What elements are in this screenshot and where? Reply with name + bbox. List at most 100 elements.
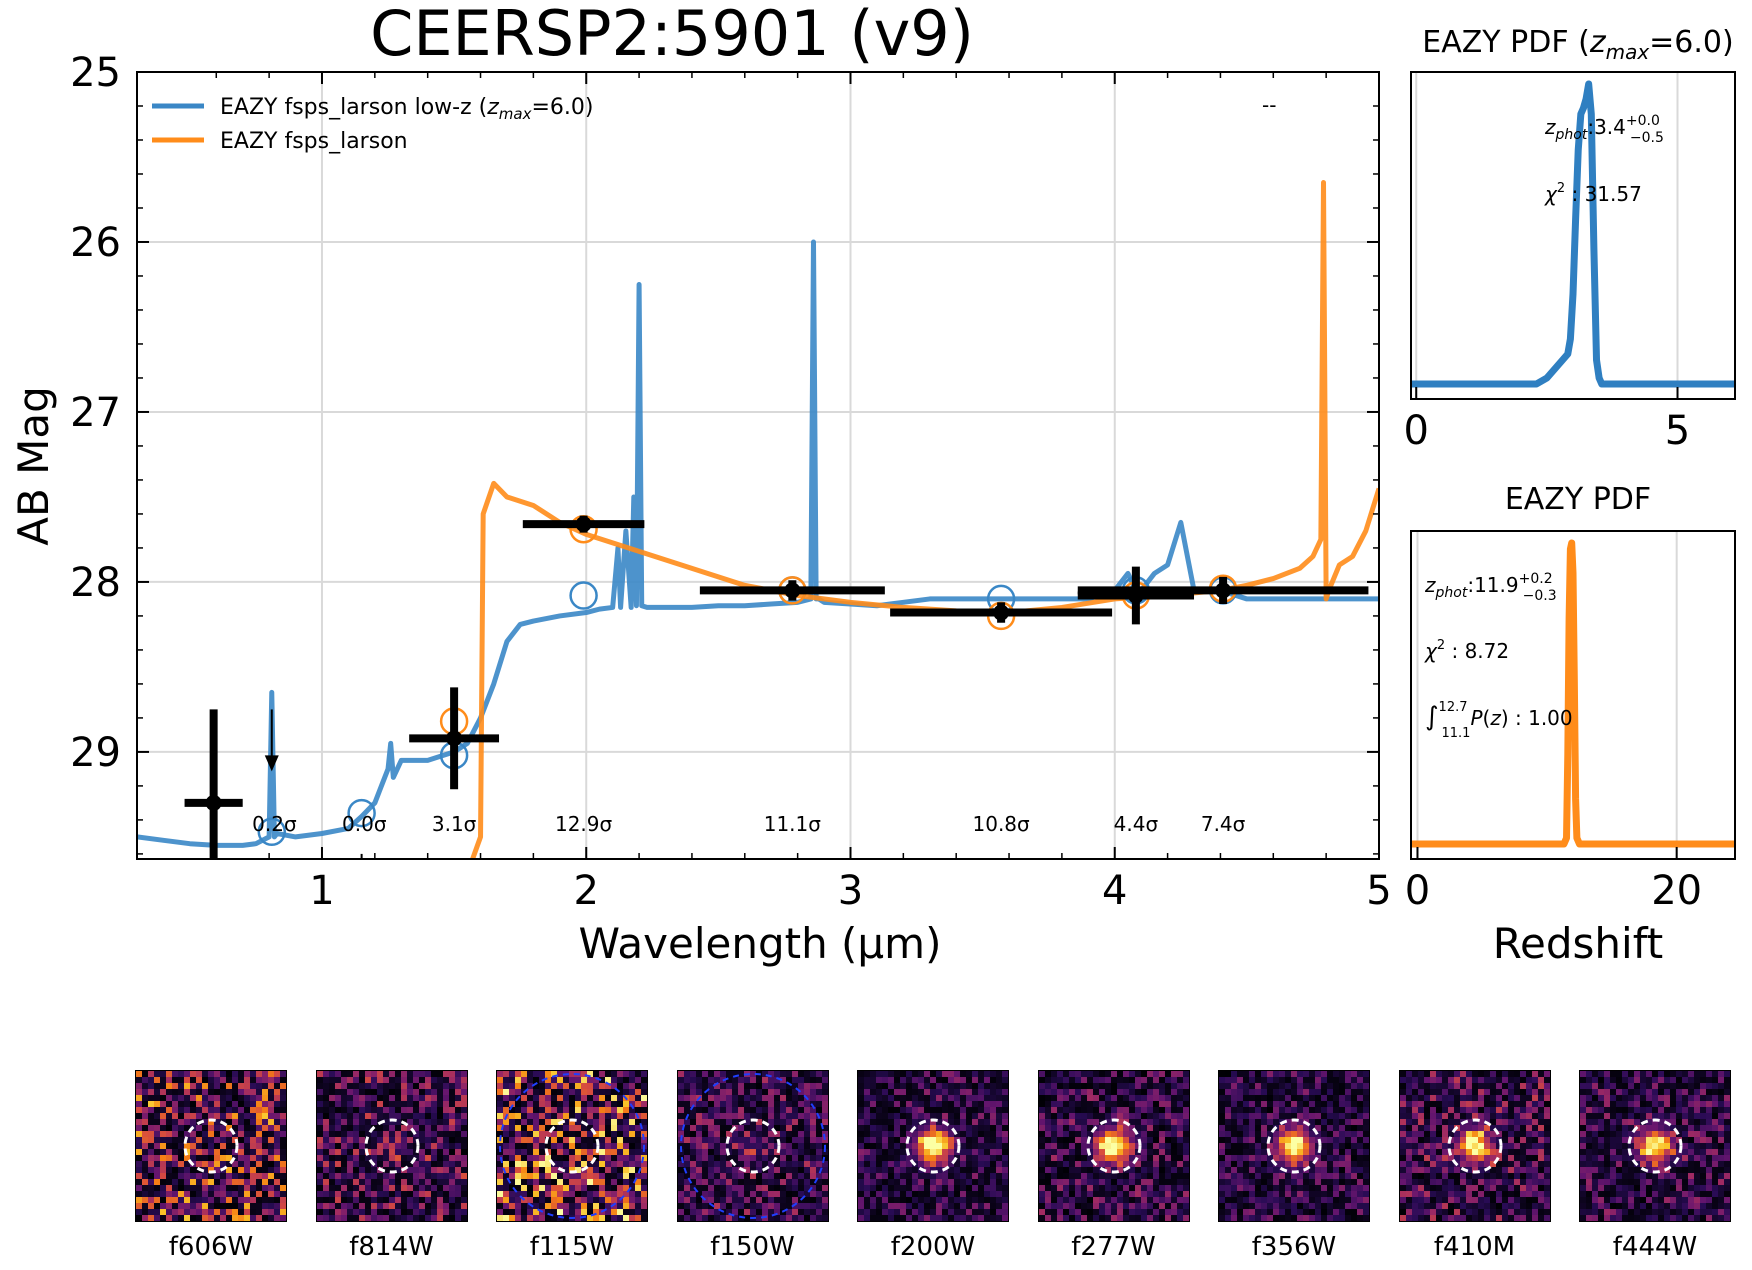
cutout-pixel xyxy=(214,1197,221,1204)
cutout-pixel xyxy=(545,1185,552,1192)
cutout-pixel xyxy=(815,1173,822,1180)
cutout-pixel xyxy=(864,1203,871,1210)
cutout-pixel xyxy=(972,1149,979,1156)
cutout-pixel xyxy=(521,1113,528,1120)
cutout-pixel xyxy=(1152,1071,1159,1078)
cutout-pixel xyxy=(641,1095,647,1102)
cutout-pixel xyxy=(1531,1077,1538,1084)
cutout-pixel xyxy=(1357,1215,1364,1221)
cutout-pixel xyxy=(274,1179,281,1186)
cutout-pixel xyxy=(346,1173,353,1180)
cutout-pixel xyxy=(924,1083,931,1090)
cutout-pixel xyxy=(400,1203,407,1210)
cutout-pixel xyxy=(340,1167,347,1174)
cutout-pixel xyxy=(370,1101,377,1108)
cutout-pixel xyxy=(418,1203,425,1210)
cutout-pixel xyxy=(436,1203,443,1210)
cutout-pixel xyxy=(1261,1089,1268,1096)
cutout-pixel xyxy=(238,1077,245,1084)
cutout-pixel xyxy=(454,1215,461,1221)
cutout-pixel xyxy=(1519,1077,1526,1084)
cutout-pixel xyxy=(1237,1089,1244,1096)
cutout-pixel xyxy=(527,1101,534,1108)
cutout-pixel xyxy=(316,1167,323,1174)
cutout-pixel xyxy=(990,1161,997,1168)
cutout-pixel xyxy=(858,1101,865,1108)
cutout-pixel xyxy=(1399,1119,1406,1126)
cutout-pixel xyxy=(918,1113,925,1120)
cutout-pixel xyxy=(178,1089,185,1096)
cutout-pixel xyxy=(376,1089,383,1096)
cutout-pixel xyxy=(1459,1143,1466,1150)
cutout-pixel xyxy=(707,1203,714,1210)
cutout-pixel xyxy=(731,1173,738,1180)
cutout-pixel xyxy=(1411,1083,1418,1090)
cutout-pixel xyxy=(1122,1131,1129,1138)
cutout-pixel xyxy=(918,1179,925,1186)
cutout-pixel xyxy=(406,1185,413,1192)
cutout-pixel xyxy=(1459,1077,1466,1084)
cutout-pixel xyxy=(539,1173,546,1180)
cutout-pixel xyxy=(160,1191,167,1198)
cutout-pixel xyxy=(1249,1161,1256,1168)
cutout-pixel xyxy=(238,1113,245,1120)
cutout-pixel xyxy=(954,1095,961,1102)
cutout-pixel xyxy=(581,1071,588,1078)
cutout-pixel xyxy=(707,1131,714,1138)
cutout-pixel xyxy=(755,1155,762,1162)
cutout-pixel xyxy=(352,1125,359,1132)
cutout-pixel xyxy=(148,1119,155,1126)
cutout-pixel xyxy=(1225,1161,1232,1168)
cutout-pixel xyxy=(713,1095,720,1102)
cutout-pixel xyxy=(1050,1197,1057,1204)
cutout-pixel xyxy=(581,1197,588,1204)
cutout-stamp-f115W xyxy=(496,1070,648,1222)
cutout-pixel xyxy=(1501,1119,1508,1126)
cutout-pixel xyxy=(400,1131,407,1138)
cutout-pixel xyxy=(226,1131,233,1138)
cutout-pixel xyxy=(340,1155,347,1162)
cutout-pixel xyxy=(1543,1071,1550,1078)
cutout-pixel xyxy=(1489,1125,1496,1132)
cutout-pixel xyxy=(936,1083,943,1090)
cutout-aperture-outer xyxy=(679,1073,826,1219)
cutout-pixel xyxy=(1002,1071,1008,1078)
cutout-pixel xyxy=(557,1113,564,1120)
cutout-pixel xyxy=(136,1179,143,1186)
cutout-pixel xyxy=(545,1179,552,1186)
cutout-pixel xyxy=(184,1083,191,1090)
cutout-pixel xyxy=(551,1113,558,1120)
pdf-full-panel: EAZY PDF 0 20 Redshift zphot:11.9+0.2 −0.3… xyxy=(1405,482,1736,968)
cutout-pixel xyxy=(695,1209,702,1216)
cutout-pixel xyxy=(202,1215,209,1221)
cutout-pixel xyxy=(641,1119,647,1126)
cutout-pixel xyxy=(641,1107,647,1114)
cutout-pixel xyxy=(244,1161,251,1168)
cutout-pixel xyxy=(388,1089,395,1096)
cutout-pixel xyxy=(322,1101,329,1108)
cutout-pixel xyxy=(605,1167,612,1174)
cutout-pixel xyxy=(256,1203,263,1210)
cutout-pixel xyxy=(400,1191,407,1198)
cutout-pixel xyxy=(1345,1113,1352,1120)
cutout-pixel xyxy=(990,1137,997,1144)
cutout-pixel xyxy=(238,1161,245,1168)
cutout-pixel xyxy=(1315,1209,1322,1216)
cutout-pixel xyxy=(876,1089,883,1096)
cutout-pixel xyxy=(912,1113,919,1120)
cutout-pixel xyxy=(1134,1209,1141,1216)
cutout-pixel xyxy=(942,1101,949,1108)
cutout-pixel xyxy=(575,1095,582,1102)
pdf-lowz-zphot: zphot:3.4+0.0 −0.5 xyxy=(1544,113,1664,146)
cutout-pixel xyxy=(1411,1095,1418,1102)
cutout-pixel xyxy=(208,1161,215,1168)
cutout-pixel xyxy=(749,1095,756,1102)
cutout-pixel xyxy=(557,1161,564,1168)
cutout-pixel xyxy=(382,1089,389,1096)
cutout-pixel xyxy=(924,1173,931,1180)
cutout-pixel xyxy=(136,1089,143,1096)
cutout-pixel xyxy=(533,1197,540,1204)
cutout-pixel xyxy=(328,1215,335,1221)
cutout-pixel xyxy=(623,1155,630,1162)
